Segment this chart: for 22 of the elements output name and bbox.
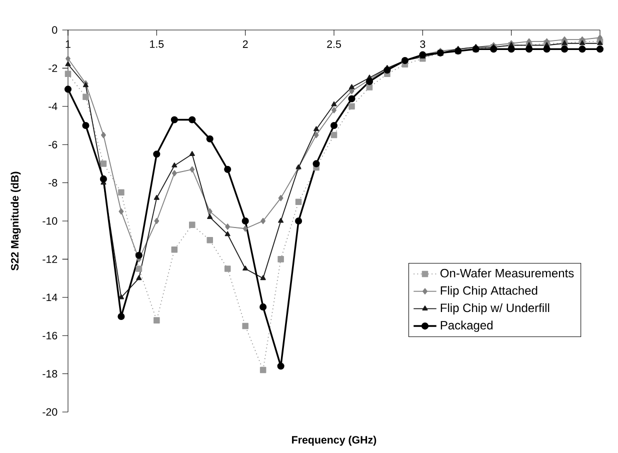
y-tick-label: -4	[48, 102, 58, 110]
x-tick-label: 1	[66, 40, 70, 48]
legend-label: Flip Chip Attached	[440, 286, 538, 298]
legend-label: On-Wafer Measurements	[440, 268, 574, 278]
y-tick-label: -6	[48, 140, 58, 148]
y-tick-label: -16	[42, 332, 58, 340]
y-tick-label: -10	[42, 217, 58, 225]
y-tick-label: -20	[42, 408, 58, 416]
x-tick-label: 2.5	[327, 40, 341, 48]
legend-label: Flip Chip w/ Underfill	[440, 303, 550, 315]
y-tick-label: -8	[48, 179, 58, 187]
y-axis-title: S22 Magnitude (dB)	[10, 172, 21, 270]
x-tick-label: 3	[420, 40, 426, 48]
x-tick-label: 1.5	[150, 40, 164, 48]
x-axis-title: Frequency (GHz)	[292, 436, 376, 446]
legend-label: Packaged	[440, 320, 492, 332]
y-tick-label: -2	[48, 64, 58, 72]
x-tick-label: 2	[242, 40, 248, 48]
y-tick-label: -12	[42, 255, 58, 263]
y-tick-label: -18	[42, 370, 58, 378]
y-tick-label: 0	[52, 26, 58, 34]
y-tick-label: -14	[42, 294, 58, 302]
